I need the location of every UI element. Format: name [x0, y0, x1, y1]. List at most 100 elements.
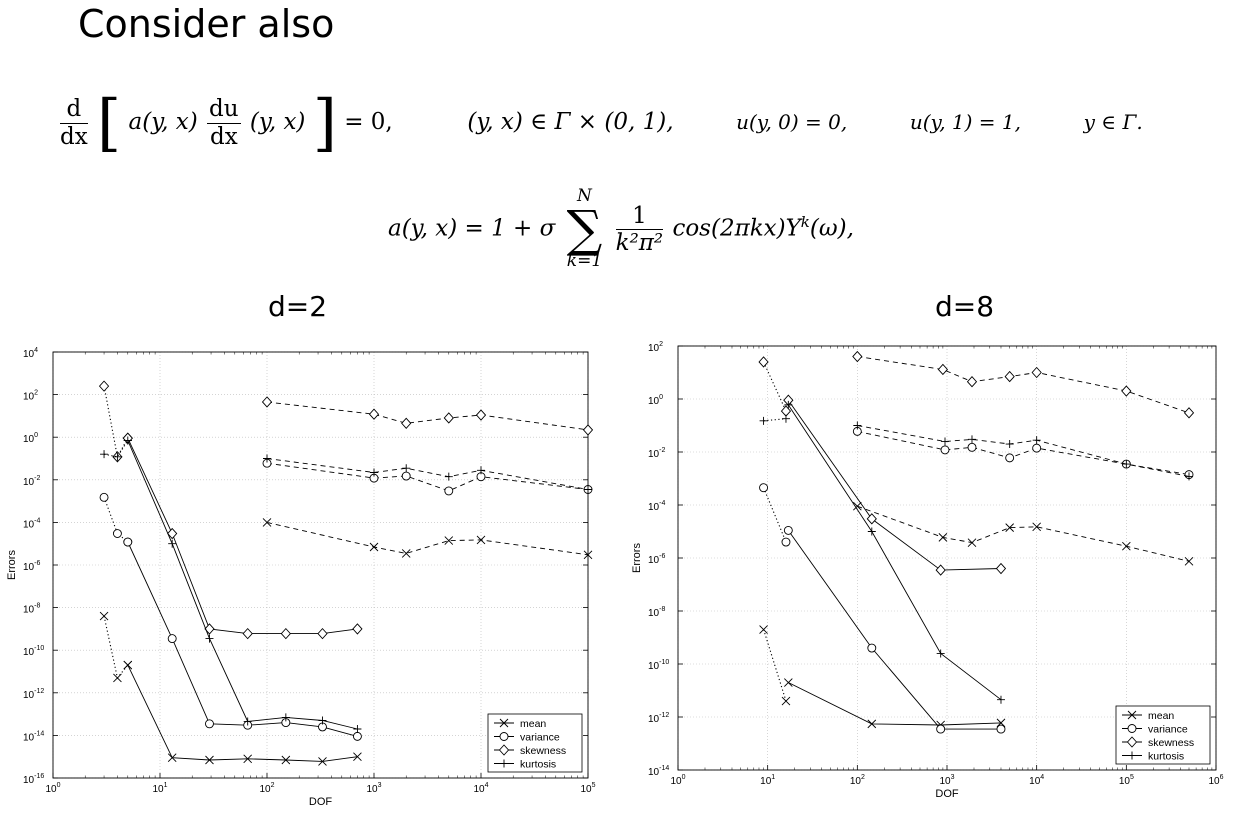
data-point-mean [583, 550, 593, 560]
data-point-mean [938, 533, 948, 542]
data-point-mean [1184, 556, 1194, 566]
series-line-kurtosis-solid [787, 404, 1002, 701]
y-tick-label: 102 [648, 341, 663, 354]
data-point-kurtosis [123, 436, 132, 445]
legend-label-skewness: skewness [1148, 737, 1194, 749]
y-tick-exponent: 2 [659, 341, 663, 348]
y-tick-label: 10-2 [23, 475, 40, 488]
x-axis-label: DOF [935, 788, 959, 800]
series-line-mean-solid [788, 682, 1002, 726]
y-tick-label: 10-6 [648, 553, 665, 566]
y-axis-label: Errors [6, 550, 18, 580]
data-point-kurtosis [936, 649, 945, 658]
x-tick-label: 103 [366, 782, 381, 795]
right-bracket: ] [312, 86, 337, 159]
data-point-skewness [758, 356, 769, 368]
du-denominator: dx [209, 123, 238, 150]
x-tick-label: 102 [259, 782, 274, 795]
data-point-skewness [1183, 407, 1195, 419]
data-point-mean [369, 542, 379, 552]
data-point-kurtosis [584, 485, 592, 494]
x-tick-exponent: 1 [164, 782, 168, 789]
data-point-kurtosis [1185, 472, 1194, 481]
x-tick-exponent: 3 [951, 774, 955, 781]
y-tick-label: 10-6 [23, 560, 40, 573]
data-point-skewness [98, 380, 110, 392]
data-point-mean [781, 696, 791, 706]
data-point-skewness [966, 376, 978, 388]
y-tick-exponent: 0 [659, 394, 663, 401]
legend-marker-kurtosis [500, 759, 508, 768]
data-point-skewness [1004, 370, 1015, 383]
y-tick-exponent: -12 [34, 688, 44, 695]
chart-1: 100 101 102 103 104 105 10610-1410-1210-1010-8… [631, 341, 1224, 800]
y-tick-label: 104 [23, 347, 38, 360]
x-axis-label: DOF [309, 796, 333, 808]
x-tick-label: 106 [1208, 774, 1223, 787]
series-line-skewness-dotted [103, 385, 129, 459]
data-point-skewness [204, 623, 215, 635]
y-tick-exponent: -14 [34, 730, 44, 737]
chart-title-d2: d=2 [268, 290, 328, 323]
data-point-variance [112, 529, 122, 538]
x-tick-exponent: 0 [682, 774, 686, 781]
series-line-kurtosis-dotted [103, 440, 129, 458]
series-line-skewness-solid [787, 399, 1002, 571]
chart-title-d8: d=8 [935, 290, 995, 323]
y-tick-exponent: -2 [34, 475, 40, 482]
series-line-variance-solid [787, 530, 1001, 730]
legend-label-mean: mean [1148, 710, 1174, 722]
cosine-term: cos(2πkx)Y [672, 215, 801, 242]
summation: N ∑ k=1 [567, 187, 603, 271]
data-point-skewness [280, 627, 291, 640]
equation-coefficient: a(y, x) = 1 + σ N ∑ k=1 1 k²π² cos(2πkx)… [388, 187, 854, 271]
x-tick-label: 103 [939, 774, 954, 787]
x-tick-exponent: 5 [592, 782, 596, 789]
legend-marker-kurtosis [1128, 751, 1136, 760]
legend-marker-mean [499, 718, 509, 728]
data-point-variance [936, 724, 946, 734]
x-tick-label: 105 [580, 782, 595, 795]
x-tick-exponent: 2 [271, 782, 275, 789]
data-point-variance [867, 643, 877, 653]
d-numerator: d [60, 96, 88, 124]
series-line-kurtosis-dashed [857, 425, 1190, 477]
data-point-mean [759, 625, 768, 634]
data-point-mean [853, 501, 862, 511]
data-point-skewness [443, 412, 454, 424]
series-line-kurtosis-dashed [266, 458, 589, 490]
du-numerator: du [207, 96, 241, 124]
x-tick-exponent: 4 [485, 782, 489, 789]
y-tick-exponent: -8 [34, 603, 40, 610]
y-tick-label: 10-14 [23, 730, 44, 743]
data-point-kurtosis [281, 713, 290, 722]
data-point-kurtosis [784, 400, 793, 409]
data-point-kurtosis [318, 716, 327, 725]
x-tick-exponent: 1 [771, 774, 775, 781]
data-point-kurtosis [402, 464, 411, 473]
y-tick-exponent: -12 [659, 712, 669, 719]
yx-term: (y, x) [249, 109, 306, 135]
y-tick-exponent: 0 [34, 432, 38, 439]
data-point-mean [1032, 522, 1041, 532]
y-tick-exponent: -6 [659, 553, 665, 560]
data-point-variance [99, 492, 109, 502]
data-point-variance [352, 731, 362, 741]
data-point-skewness [475, 409, 487, 421]
x-tick-label: 102 [850, 774, 865, 787]
x-tick-label: 104 [1029, 774, 1044, 787]
data-point-kurtosis [941, 437, 950, 446]
data-point-kurtosis [867, 527, 876, 536]
legend-marker-mean [1127, 710, 1137, 720]
y-tick-label: 10-4 [648, 500, 665, 513]
data-point-variance [167, 634, 177, 644]
legend-label-variance: variance [520, 732, 560, 744]
data-point-mean [353, 752, 362, 762]
legend-marker-variance [1127, 724, 1137, 733]
legend-label-skewness: skewness [520, 745, 566, 757]
series-line-kurtosis-solid [127, 440, 358, 730]
data-point-mean [205, 755, 214, 765]
data-point-skewness [780, 405, 792, 417]
x-tick-label: 105 [1119, 774, 1134, 787]
x-tick-label: 100 [45, 782, 60, 795]
